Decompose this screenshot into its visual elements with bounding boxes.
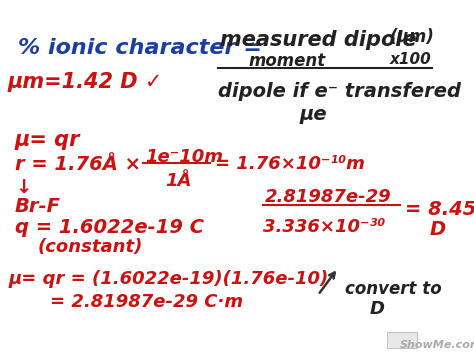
Text: D: D bbox=[370, 300, 385, 318]
Text: = 8.45: = 8.45 bbox=[405, 200, 474, 219]
Text: % ionic character =: % ionic character = bbox=[18, 38, 262, 58]
Text: μ= qr = (1.6022e-19)(1.76e-10): μ= qr = (1.6022e-19)(1.76e-10) bbox=[8, 270, 328, 288]
Text: dipole if e⁻ transfered: dipole if e⁻ transfered bbox=[218, 82, 461, 101]
FancyBboxPatch shape bbox=[387, 332, 417, 348]
Text: μ= qr: μ= qr bbox=[15, 130, 81, 150]
Text: Br-F: Br-F bbox=[15, 197, 61, 216]
Text: r = 1.76Å ×: r = 1.76Å × bbox=[15, 155, 141, 174]
Text: = 2.81987e-29 C·m: = 2.81987e-29 C·m bbox=[50, 293, 243, 311]
Text: q = 1.6022e-19 C: q = 1.6022e-19 C bbox=[15, 218, 204, 237]
Text: 3.336×10⁻³⁰: 3.336×10⁻³⁰ bbox=[263, 218, 385, 236]
Text: measured dipole: measured dipole bbox=[220, 30, 417, 50]
Text: = 1.76×10⁻¹⁰m: = 1.76×10⁻¹⁰m bbox=[215, 155, 365, 173]
Text: 1Å: 1Å bbox=[165, 172, 191, 190]
Text: D: D bbox=[430, 220, 446, 239]
Text: 2.81987e-29: 2.81987e-29 bbox=[265, 188, 392, 206]
Text: (μm): (μm) bbox=[390, 28, 435, 46]
Text: μm=1.42 D ✓: μm=1.42 D ✓ bbox=[8, 72, 164, 92]
Text: μe: μe bbox=[300, 105, 328, 124]
Text: ↓: ↓ bbox=[15, 178, 31, 197]
Text: ShowMe.com: ShowMe.com bbox=[400, 340, 474, 350]
Text: 1e⁻10m: 1e⁻10m bbox=[145, 148, 223, 166]
Text: moment: moment bbox=[248, 52, 325, 70]
Text: x100: x100 bbox=[390, 52, 432, 67]
Text: (constant): (constant) bbox=[38, 238, 143, 256]
Text: convert to: convert to bbox=[345, 280, 442, 298]
